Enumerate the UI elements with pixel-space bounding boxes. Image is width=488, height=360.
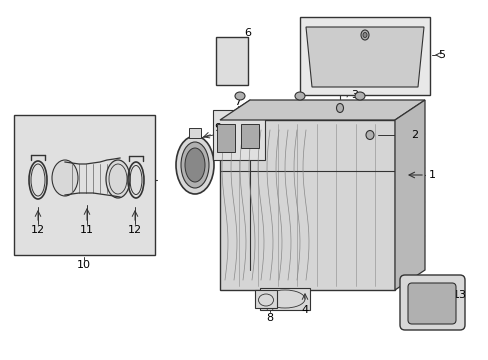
Ellipse shape xyxy=(362,32,366,37)
Text: 8: 8 xyxy=(266,313,273,323)
Bar xyxy=(241,124,259,148)
Ellipse shape xyxy=(184,148,204,182)
Text: 13: 13 xyxy=(452,290,466,300)
Text: 7: 7 xyxy=(234,97,241,107)
Ellipse shape xyxy=(106,160,130,198)
Text: 9: 9 xyxy=(214,123,221,133)
Text: 4: 4 xyxy=(301,305,308,315)
Text: 3: 3 xyxy=(351,90,358,100)
Polygon shape xyxy=(220,100,424,120)
Text: 10: 10 xyxy=(77,260,91,270)
Ellipse shape xyxy=(354,92,364,100)
Ellipse shape xyxy=(235,92,244,100)
Ellipse shape xyxy=(181,142,208,188)
Text: 5: 5 xyxy=(438,50,445,60)
Bar xyxy=(260,288,309,310)
Polygon shape xyxy=(305,27,423,87)
FancyBboxPatch shape xyxy=(407,283,455,324)
Text: 11: 11 xyxy=(80,225,94,235)
Bar xyxy=(220,120,394,290)
Ellipse shape xyxy=(365,131,373,140)
FancyBboxPatch shape xyxy=(399,275,464,330)
Bar xyxy=(254,290,276,308)
Text: 1: 1 xyxy=(427,170,435,180)
Ellipse shape xyxy=(336,104,343,112)
Ellipse shape xyxy=(52,160,78,196)
Bar xyxy=(299,17,429,95)
Polygon shape xyxy=(394,100,424,290)
Ellipse shape xyxy=(176,136,214,194)
Ellipse shape xyxy=(294,92,305,100)
Bar xyxy=(217,124,235,152)
Text: 2: 2 xyxy=(410,130,418,140)
Text: 12: 12 xyxy=(31,225,45,235)
Text: 12: 12 xyxy=(128,225,142,235)
Ellipse shape xyxy=(360,30,368,40)
Bar xyxy=(14,115,155,255)
Bar xyxy=(213,110,264,160)
Text: 6: 6 xyxy=(244,28,251,38)
Bar xyxy=(216,37,247,85)
Bar xyxy=(189,128,201,138)
